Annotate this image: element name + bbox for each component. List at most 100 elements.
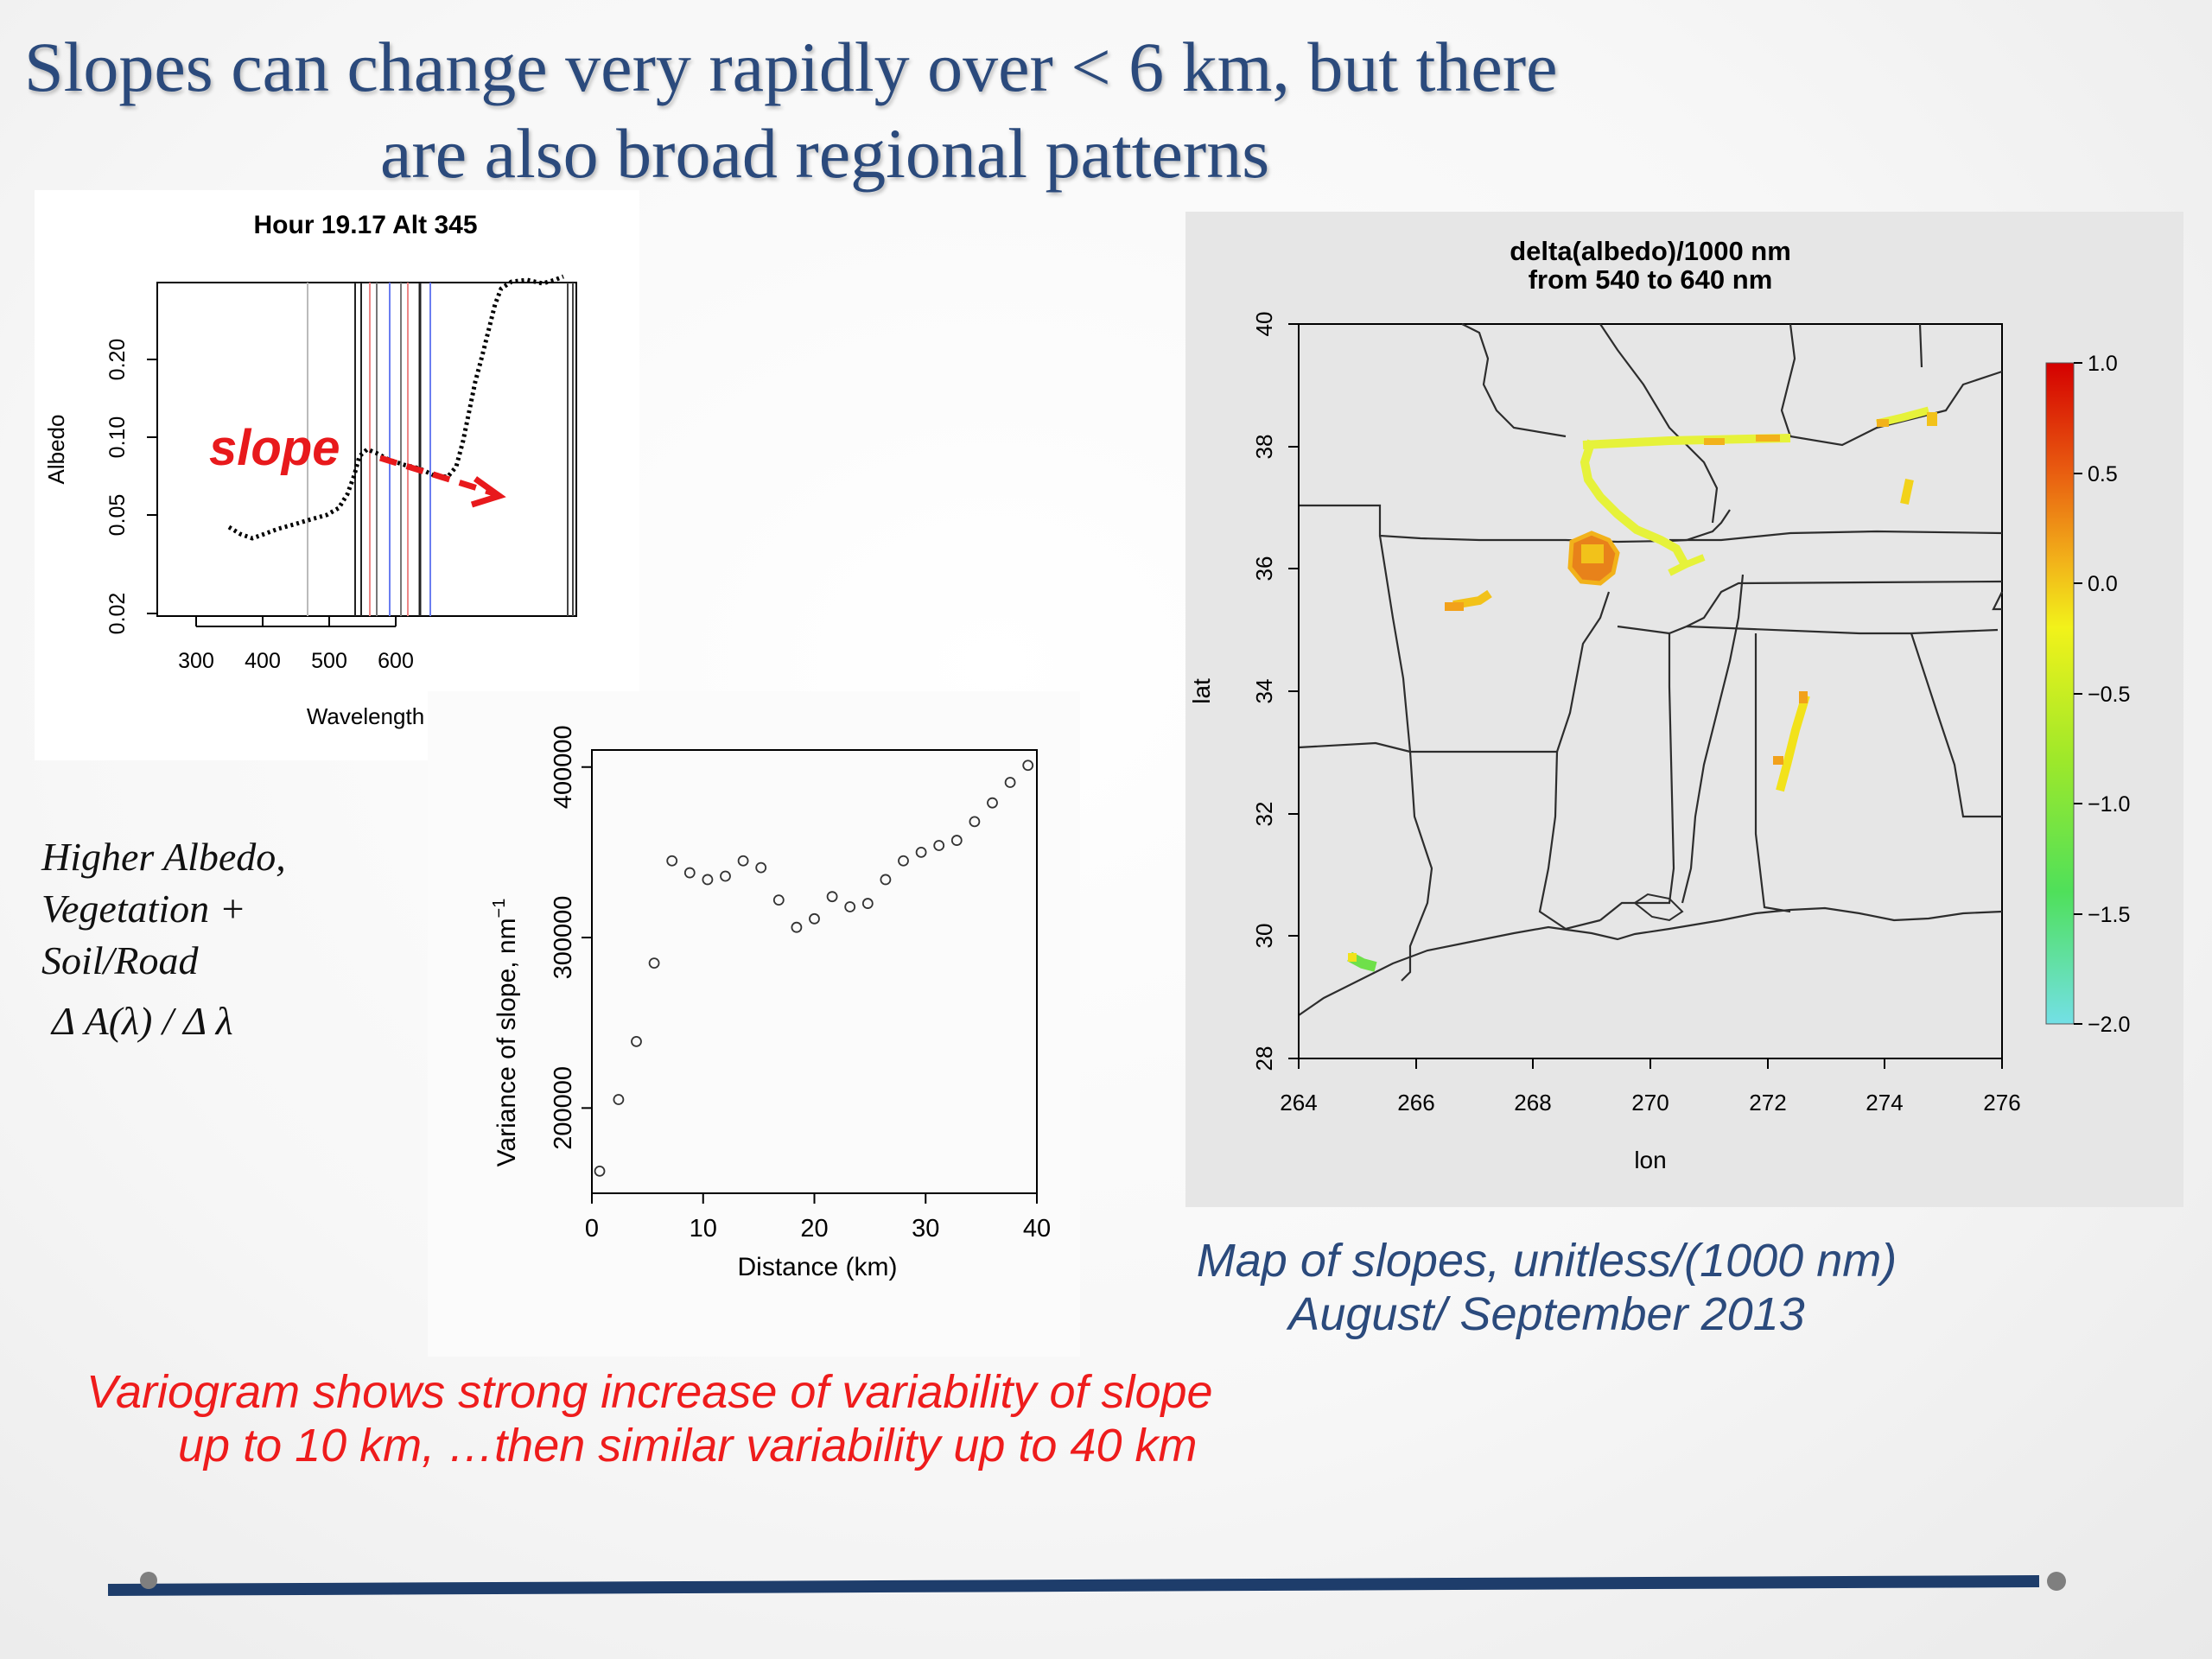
map-caption: Map of slopes, unitless/(1000 nm) August… xyxy=(1106,1234,1987,1341)
variogram-x-tick: 40 xyxy=(1023,1215,1051,1243)
map-y-tick: 32 xyxy=(1251,802,1277,827)
variogram-point xyxy=(1023,760,1033,770)
map-y-tick: 38 xyxy=(1251,435,1277,460)
slope-data-tracks xyxy=(1348,410,1937,967)
spectrum-title: Hour 19.17 Alt 345 xyxy=(254,211,478,239)
variogram-x-tick: 0 xyxy=(585,1215,599,1243)
spectrum-x-axis: 300 400 500 600 xyxy=(178,616,414,673)
colorbar-tick-label: 0.0 xyxy=(2088,572,2118,596)
spectrum-x-tick: 400 xyxy=(245,649,281,673)
variogram-point xyxy=(739,856,748,866)
colorbar-tick-label: −2.0 xyxy=(2088,1013,2130,1037)
map-x-axis: 264 266 268 270 272 274 276 xyxy=(1280,1058,2020,1116)
spectrum-x-label: Wavelength xyxy=(307,703,424,729)
map-x-tick: 272 xyxy=(1749,1090,1786,1116)
variogram-plot: 0 10 20 30 40 200000 300000 400000 Distance (k… xyxy=(428,691,1080,1357)
variogram-x-axis: 0 10 20 30 40 xyxy=(585,1193,1051,1243)
annotation-line: Vegetation + xyxy=(41,883,404,935)
colorbar-tick-label: 1.0 xyxy=(2088,352,2118,376)
slope-label: slope xyxy=(209,420,340,476)
map-y-tick: 28 xyxy=(1251,1046,1277,1071)
spectrum-y-tick: 0.20 xyxy=(105,339,130,381)
spectrum-x-tick: 500 xyxy=(311,649,347,673)
track-cell xyxy=(1756,435,1780,442)
variogram-y-label-text: Variance of slope, nm xyxy=(493,918,521,1166)
map-x-tick: 264 xyxy=(1280,1090,1317,1116)
map-x-tick: 270 xyxy=(1631,1090,1669,1116)
variogram-caption-line-2: up to 10 km, …then similar variability u… xyxy=(86,1419,1434,1472)
slide-title: Slopes can change very rapidly over < 6 … xyxy=(0,24,2212,197)
variogram-point xyxy=(791,923,801,932)
map-x-tick: 266 xyxy=(1397,1090,1434,1116)
spectrum-y-axis: 0.02 0.05 0.10 0.20 xyxy=(105,339,157,635)
track-cell xyxy=(1799,691,1808,703)
slope-map-plot: delta(albedo)/1000 nm from 540 to 640 nm xyxy=(1185,212,2183,1207)
title-line-1: Slopes can change very rapidly over < 6 … xyxy=(0,24,2212,111)
colorbar-ticks: 1.0 0.5 0.0 −0.5 −1.0 −1.5 −2.0 xyxy=(2074,352,2130,1037)
variogram-x-tick: 20 xyxy=(800,1215,828,1243)
variogram-y-axis: 200000 300000 400000 xyxy=(550,725,592,1149)
track-cell xyxy=(1773,756,1783,765)
variogram-point xyxy=(650,958,659,968)
spectrum-y-tick: 0.02 xyxy=(105,593,130,635)
map-caption-line-2: August/ September 2013 xyxy=(1106,1287,1987,1341)
variogram-point xyxy=(774,895,784,905)
track-cell xyxy=(1704,438,1725,445)
variogram-points xyxy=(595,760,1033,1176)
variogram-y-tick: 300000 xyxy=(550,896,577,980)
variogram-point xyxy=(810,914,819,924)
albedo-spectrum-svg: Hour 19.17 Alt 345 300 400 500 600 xyxy=(35,190,639,760)
map-x-tick: 274 xyxy=(1866,1090,1903,1116)
footer-rule-dot-right xyxy=(2047,1572,2066,1591)
variogram-caption: Variogram shows strong increase of varia… xyxy=(86,1365,1434,1472)
map-y-label: lat xyxy=(1188,678,1215,704)
vegetation-annotation: Higher Albedo, Vegetation + Soil/Road Δ … xyxy=(41,831,404,1047)
spectrum-y-label: Albedo xyxy=(43,415,69,485)
variogram-point xyxy=(880,874,890,884)
variogram-x-tick: 30 xyxy=(912,1215,939,1243)
track-cell xyxy=(1581,544,1604,563)
variogram-x-tick: 10 xyxy=(690,1215,717,1243)
variogram-point xyxy=(1006,778,1015,787)
variogram-point xyxy=(828,892,837,901)
variogram-point xyxy=(667,856,677,866)
track-cell xyxy=(1445,602,1464,611)
variogram-point xyxy=(702,874,712,884)
map-y-tick: 34 xyxy=(1251,679,1277,704)
colorbar-tick-label: 0.5 xyxy=(2088,462,2118,486)
track-cell xyxy=(1877,419,1889,427)
variogram-point xyxy=(613,1095,623,1104)
track-cell xyxy=(1927,412,1937,426)
annotation-line: Higher Albedo, xyxy=(41,831,404,883)
variogram-point xyxy=(721,872,730,881)
spectrum-x-tick: 300 xyxy=(178,649,214,673)
variogram-point xyxy=(863,899,873,908)
spectrum-y-tick: 0.05 xyxy=(105,494,130,537)
variogram-caption-line-1: Variogram shows strong increase of varia… xyxy=(86,1365,1434,1419)
spectrum-x-tick: 600 xyxy=(378,649,414,673)
slope-formula: Δ A(λ) / Δ λ xyxy=(41,995,404,1047)
variogram-y-label-superscript: −1 xyxy=(490,899,509,918)
footer-rule-line xyxy=(108,1581,2039,1590)
map-title-line-2: from 540 to 640 nm xyxy=(1529,264,1773,295)
variogram-point xyxy=(632,1037,641,1046)
albedo-spectrum-plot: Hour 19.17 Alt 345 300 400 500 600 xyxy=(35,190,639,760)
variogram-point xyxy=(685,868,695,878)
track-segment xyxy=(1780,696,1806,791)
variogram-y-tick: 400000 xyxy=(550,725,577,809)
map-y-tick: 40 xyxy=(1251,312,1277,337)
track-segment xyxy=(1904,480,1910,504)
coastline xyxy=(1299,908,2002,1015)
slope-map-svg: delta(albedo)/1000 nm from 540 to 640 nm xyxy=(1185,212,2183,1207)
variogram-point xyxy=(969,817,979,826)
map-x-tick: 276 xyxy=(1983,1090,2020,1116)
colorbar-tick-label: −1.0 xyxy=(2088,792,2130,817)
variogram-point xyxy=(756,863,766,873)
colorbar-tick-label: −0.5 xyxy=(2088,683,2130,707)
variogram-point xyxy=(988,798,997,808)
colorbar-tick-label: −1.5 xyxy=(2088,903,2130,927)
variogram-point xyxy=(917,848,926,857)
variogram-y-tick: 200000 xyxy=(550,1066,577,1150)
variogram-point xyxy=(595,1166,605,1176)
variogram-x-label: Distance (km) xyxy=(737,1253,897,1281)
